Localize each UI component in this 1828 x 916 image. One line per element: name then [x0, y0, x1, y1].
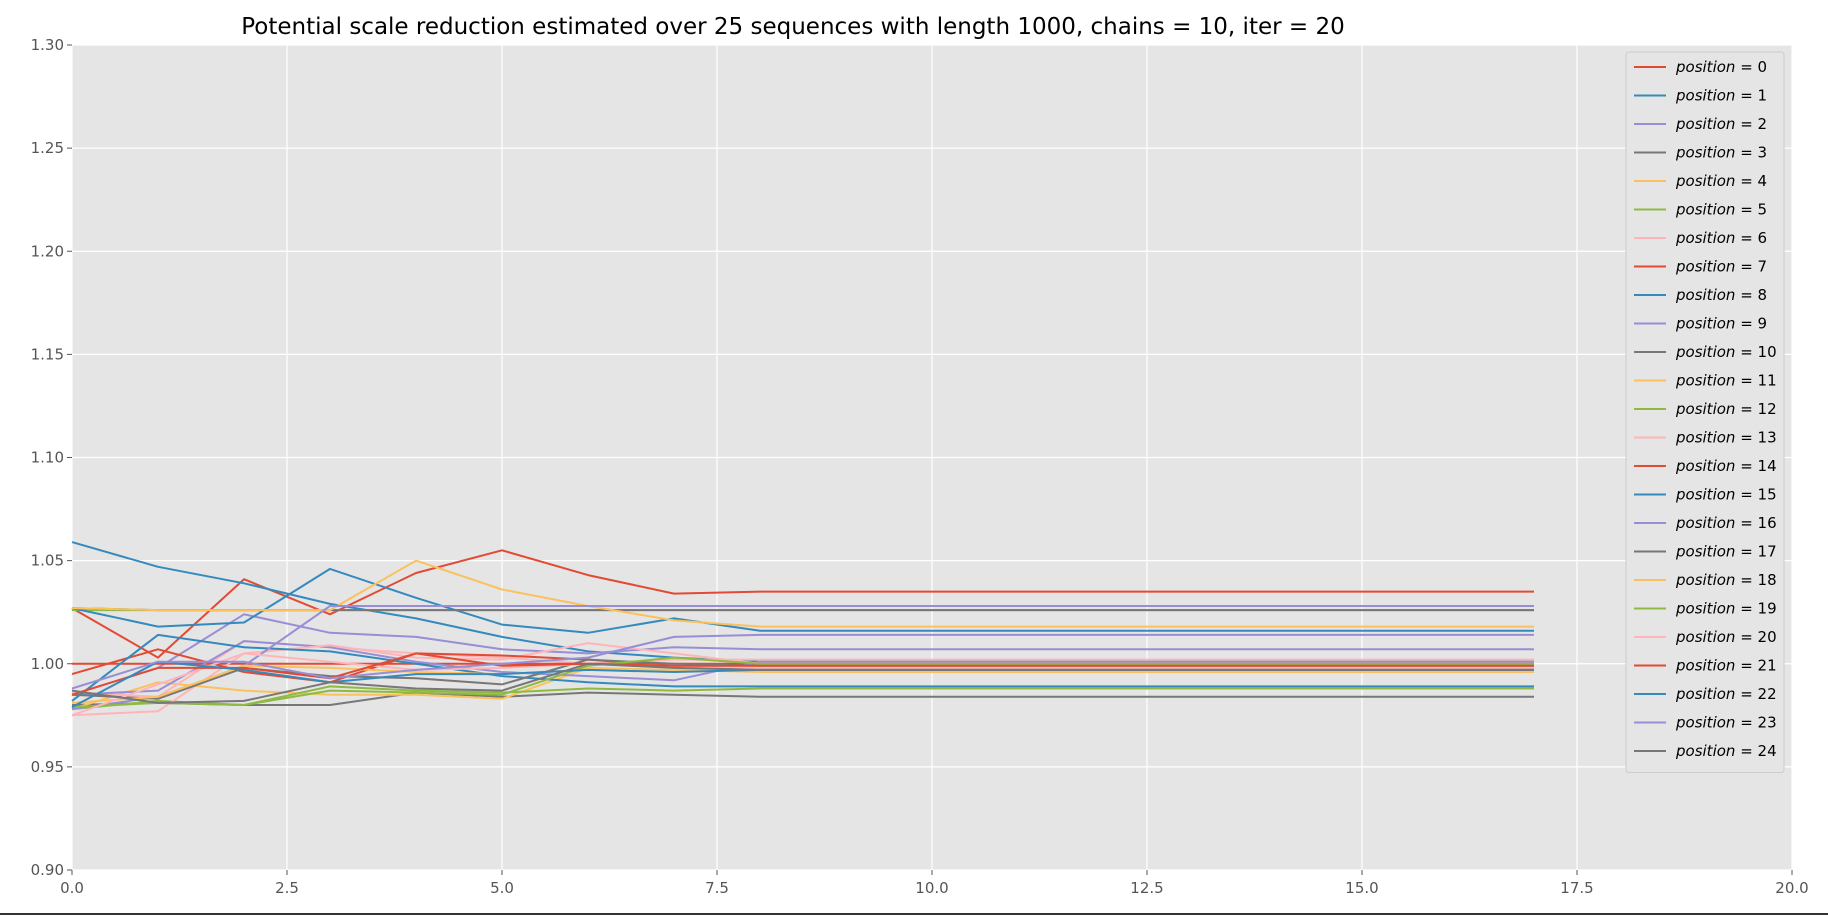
legend-box [1625, 51, 1785, 773]
x-tick-label: 20.0 [1775, 879, 1808, 897]
legend-entry: position = 20 [1675, 628, 1777, 646]
series-line-19 [71, 656, 1534, 709]
legend-entry: position = 16 [1675, 514, 1777, 532]
series-line-23 [71, 633, 1534, 690]
y-tick-label: 1.25 [31, 139, 64, 157]
legend-entry: position = 4 [1675, 172, 1767, 190]
x-tick-label: 0.0 [60, 879, 84, 897]
legend: position = 0 position = 1 position = 2 posi… [1625, 51, 1785, 773]
series-line-4 [71, 666, 1534, 711]
legend-entry: position = 13 [1675, 429, 1777, 447]
y-tick-label: 1.20 [31, 242, 64, 260]
legend-entry: position = 15 [1675, 486, 1777, 504]
y-tick-label: 1.00 [31, 655, 64, 673]
y-tick-label: 0.95 [31, 758, 64, 776]
series-line-24 [71, 662, 1534, 704]
series-line-2 [71, 613, 1534, 696]
series-line-12 [71, 685, 1534, 711]
legend-entry: position = 8 [1675, 286, 1767, 304]
series-line-3 [71, 691, 1534, 706]
series-line-15 [71, 633, 1534, 702]
legend-entry: position = 2 [1675, 115, 1767, 133]
y-axis: 0.90 0.95 1.00 1.05 1.10 1.15 1.20 1.25 1.30 [31, 36, 72, 879]
series-line-11 [71, 559, 1534, 628]
x-tick-label: 12.5 [1130, 879, 1163, 897]
legend-entry: position = 10 [1675, 343, 1777, 361]
chart-title: Potential scale reduction estimated over… [241, 14, 1344, 40]
legend-entry: position = 7 [1675, 258, 1767, 276]
series-line-21 [71, 652, 1534, 696]
x-tick-label: 7.5 [705, 879, 729, 897]
series-lines [71, 541, 1534, 717]
series-line-8 [71, 567, 1534, 634]
y-tick-label: 1.05 [31, 552, 64, 570]
legend-entry: position = 9 [1675, 315, 1767, 333]
legend-entry: position = 12 [1675, 400, 1777, 418]
legend-entry: position = 14 [1675, 457, 1777, 475]
legend-entry: position = 6 [1675, 229, 1767, 247]
x-tick-label: 5.0 [490, 879, 514, 897]
y-tick-label: 1.10 [31, 449, 64, 467]
legend-entry: position = 11 [1675, 372, 1777, 390]
legend-entry: position = 23 [1675, 714, 1777, 732]
y-tick-label: 0.90 [31, 861, 64, 879]
bottom-border [0, 913, 1828, 915]
x-tick-label: 2.5 [275, 879, 299, 897]
legend-entry: position = 17 [1675, 543, 1777, 561]
x-tick-label: 15.0 [1345, 879, 1378, 897]
legend-entry: position = 24 [1675, 742, 1777, 760]
series-line-20 [71, 652, 1534, 717]
y-tick-label: 1.30 [31, 36, 64, 54]
series-line-0 [71, 549, 1534, 659]
legend-entry: position = 0 [1675, 58, 1767, 76]
series-line-16 [71, 605, 1534, 711]
legend-entry: position = 3 [1675, 144, 1767, 162]
legend-entry: position = 5 [1675, 201, 1767, 219]
legend-entry: position = 21 [1675, 657, 1777, 675]
legend-entry: position = 18 [1675, 571, 1777, 589]
x-tick-label: 10.0 [915, 879, 948, 897]
y-tick-label: 1.15 [31, 345, 64, 363]
x-axis: 0.0 2.5 5.0 7.5 10.0 12.5 15.0 17.5 20.0 [60, 870, 1809, 897]
x-tick-label: 17.5 [1560, 879, 1593, 897]
legend-entry: position = 1 [1675, 87, 1767, 105]
legend-entry: position = 22 [1675, 685, 1777, 703]
legend-entry: position = 19 [1675, 600, 1777, 618]
